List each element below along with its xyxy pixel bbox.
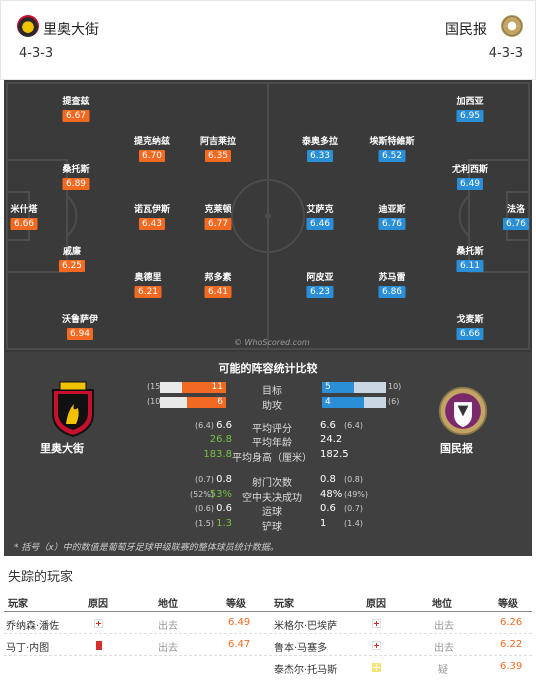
- missing-player-name[interactable]: 马丁·内图: [6, 643, 50, 654]
- injury-icon: [94, 619, 103, 628]
- away-formation: 4-3-3: [488, 46, 523, 61]
- pitch-lines: [6, 82, 530, 350]
- table-row: 乔纳森·潘佐 出去 6.49 米格尔·巴埃萨 出去 6.26: [4, 612, 532, 634]
- away-team-label: 国民报: [440, 442, 473, 455]
- injury-icon: [372, 641, 381, 650]
- home-crest-icon: [17, 15, 39, 37]
- away-player[interactable]: 戈麦斯 6.66: [456, 315, 484, 340]
- missing-player-name[interactable]: 米格尔·巴埃萨: [274, 621, 338, 632]
- home-player[interactable]: 阿吉莱拉 6.35: [199, 137, 237, 162]
- match-header: 里奥大街 4-3-3 国民报 4-3-3: [0, 0, 536, 80]
- table-row: 马丁·内图 出去 6.47 鲁本·马塞多 出去 6.22: [4, 634, 532, 656]
- home-player[interactable]: 诺瓦伊斯 6.43: [133, 205, 171, 230]
- missing-player-name[interactable]: 鲁本·马塞多: [274, 643, 328, 654]
- stat-row-height: 183.8 平均身高（厘米） 182.5: [203, 449, 349, 464]
- goals-label: 目标: [262, 386, 282, 397]
- assists-away-avg: (6): [388, 397, 400, 406]
- assists-away-bar: 4: [322, 397, 386, 408]
- away-crest-icon: [438, 386, 488, 436]
- goals-home-bar: 11: [160, 382, 226, 393]
- table-row: 泰杰尔·托马斯 疑 6.39: [274, 661, 523, 676]
- stat-row-tackles: (1.5) 1.3 铲球 1 (1.4): [195, 518, 363, 533]
- watermark: © WhoScored.com: [234, 338, 310, 347]
- away-player[interactable]: 埃斯特維斯 6.52: [369, 137, 415, 162]
- missing-player-name[interactable]: 乔纳森·潘佐: [6, 621, 60, 632]
- away-player[interactable]: 加西亚 6.95: [456, 97, 484, 122]
- table-header: 玩家 原因 地位 等级 玩家 原因 地位 等级: [4, 590, 532, 612]
- stat-row-rating: (6.4) 6.6 平均评分 6.6 (6.4): [195, 420, 363, 435]
- away-player[interactable]: 阿皮亚 6.23: [306, 273, 334, 298]
- home-player[interactable]: 沃鲁萨伊 6.94: [61, 315, 99, 340]
- goals-home-avg: (15: [147, 382, 161, 391]
- home-player[interactable]: 桑托斯 6.89: [62, 165, 90, 190]
- goals-away-value: 5: [322, 382, 354, 393]
- away-player[interactable]: 桑托斯 6.11: [456, 247, 484, 272]
- red-card-icon: [96, 641, 102, 650]
- home-formation: 4-3-3: [19, 46, 54, 61]
- goals-away-avg: 10): [388, 382, 402, 391]
- assists-home-bar: 6: [160, 397, 226, 408]
- home-player[interactable]: 奥德里 6.21: [134, 273, 162, 298]
- stat-row-dribbles: (0.6) 0.6 运球 0.6 (0.7): [195, 503, 363, 518]
- stat-row-shots: (0.7) 0.8 射门次数 0.8 (0.8): [195, 474, 363, 489]
- home-team-name[interactable]: 里奥大街: [43, 22, 99, 38]
- missing-players-title: 失踪的玩家: [8, 570, 74, 585]
- away-player[interactable]: 艾萨克 6.46: [306, 205, 334, 230]
- injury-icon: [372, 619, 381, 628]
- home-player[interactable]: 克莱顿 6.77: [204, 205, 232, 230]
- away-player[interactable]: 泰奥多拉 6.33: [301, 137, 339, 162]
- stat-row-aerials: (52%) 53% 空中夫决成功 48% (49%): [189, 489, 369, 504]
- away-crest-icon: [501, 15, 523, 37]
- stat-row-age: 26.8 平均年龄 24.2: [209, 434, 343, 449]
- home-team-label: 里奥大街: [40, 442, 84, 455]
- assists-away-value: 4: [322, 397, 364, 408]
- goals-home-value: 11: [182, 382, 226, 393]
- doubt-icon: [372, 663, 381, 672]
- assists-home-avg: (10: [147, 397, 161, 406]
- home-player[interactable]: 邦多素 6.41: [204, 273, 232, 298]
- away-player[interactable]: 苏马雷 6.86: [378, 273, 406, 298]
- assists-home-value: 6: [187, 397, 226, 408]
- stats-comparison: 可能的阵容统计比较 里奥大街 国民报 (15 11 目标 5 10) (10 6…: [4, 352, 532, 556]
- home-player[interactable]: 提克纳兹 6.70: [133, 137, 171, 162]
- stats-footnote: * 括号（x）中的数值是葡萄牙足球甲级联赛的整体球员统计数据。: [14, 543, 279, 553]
- missing-player-name[interactable]: 泰杰尔·托马斯: [274, 665, 338, 676]
- goals-away-bar: 5: [322, 382, 386, 393]
- assists-label: 助攻: [262, 401, 282, 412]
- away-player[interactable]: 迪亚斯 6.76: [378, 205, 406, 230]
- pitch: 米什塔 6.66 提查兹 6.67 桑托斯 6.89 戚廉 6.25 沃鲁萨伊 …: [4, 80, 532, 352]
- away-player[interactable]: 法洛 6.76: [502, 204, 530, 230]
- home-player[interactable]: 米什塔 6.66: [10, 205, 38, 230]
- home-player[interactable]: 戚廉 6.25: [58, 246, 86, 272]
- away-team-name[interactable]: 国民报: [445, 22, 487, 38]
- home-player[interactable]: 提查兹 6.67: [62, 97, 90, 122]
- away-player[interactable]: 尤利西斯 6.49: [451, 165, 489, 190]
- stats-title: 可能的阵容统计比较: [218, 362, 318, 375]
- home-crest-icon: [52, 381, 94, 438]
